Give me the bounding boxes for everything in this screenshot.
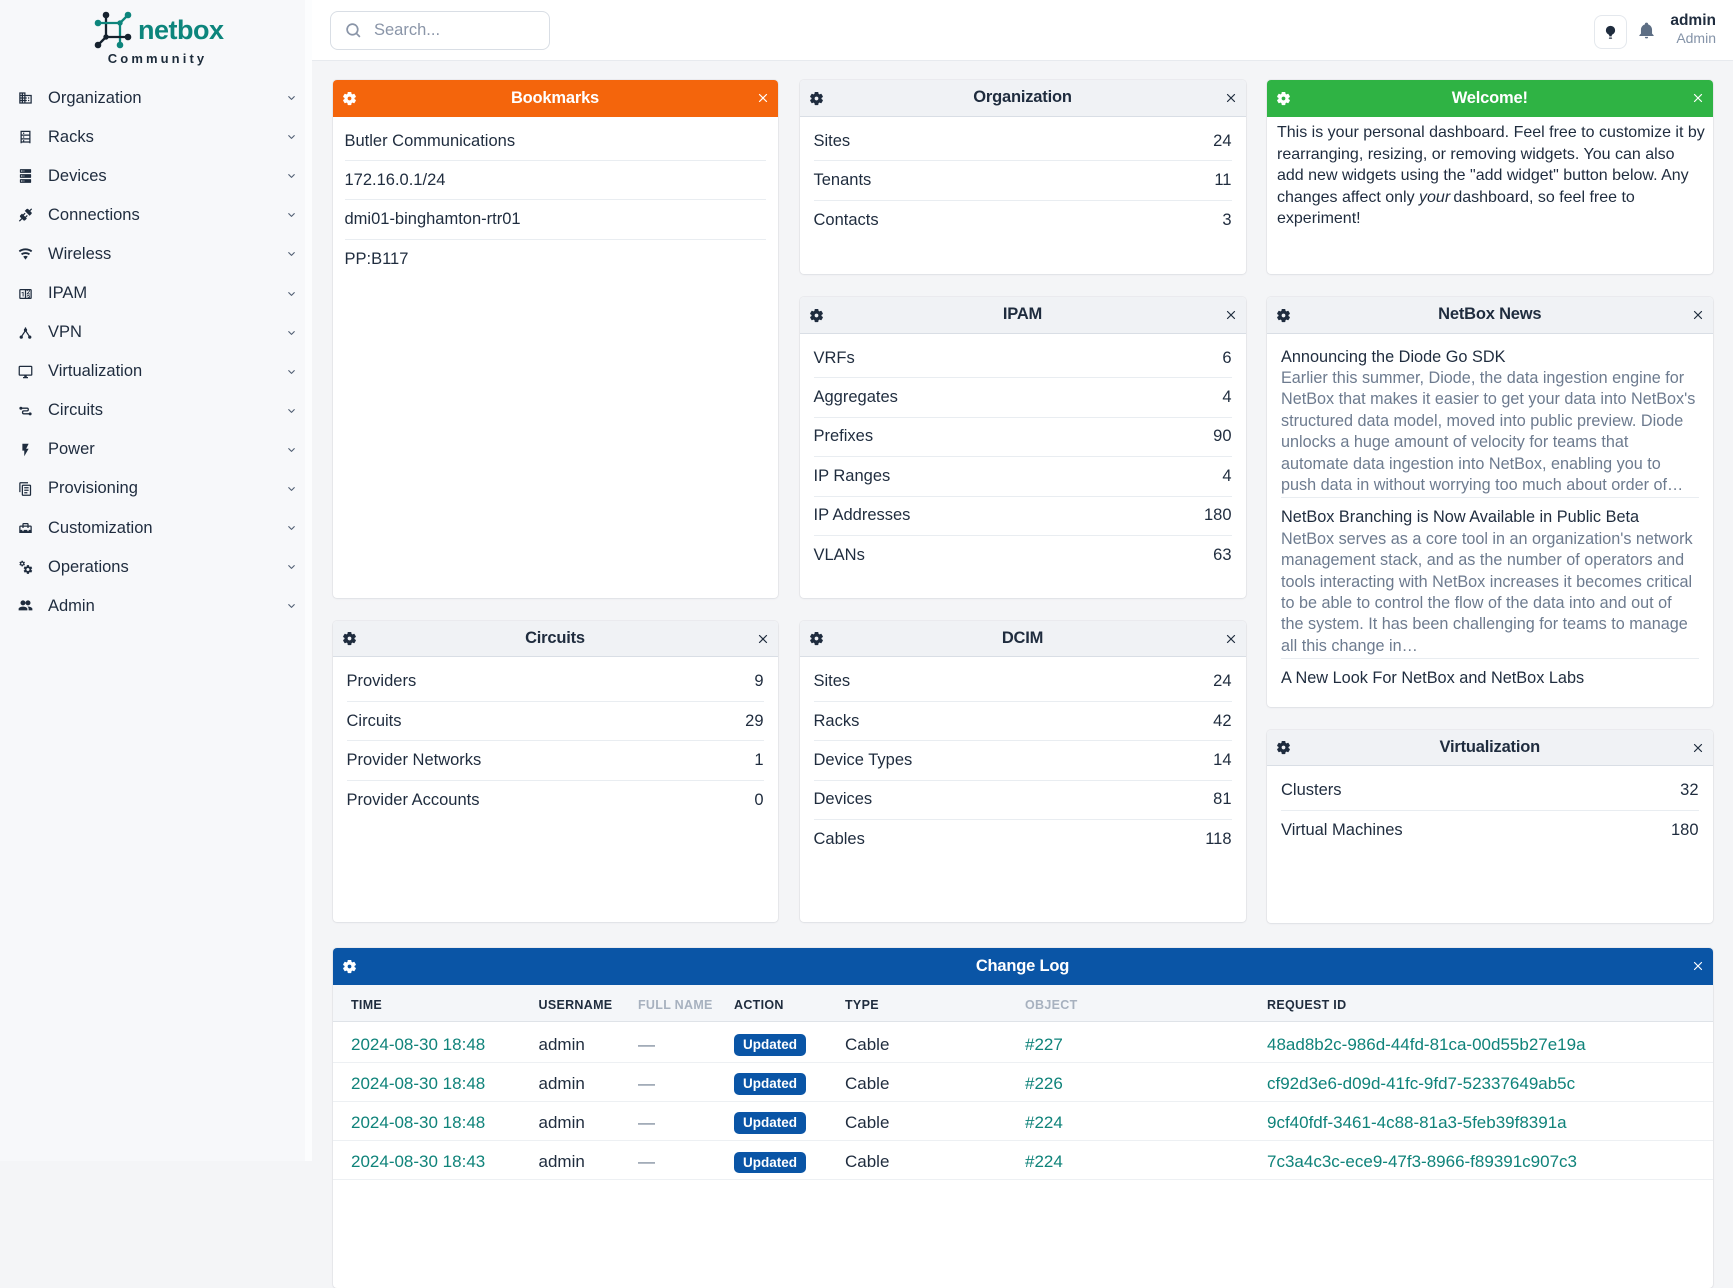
svg-text:netbox: netbox <box>138 15 224 45</box>
